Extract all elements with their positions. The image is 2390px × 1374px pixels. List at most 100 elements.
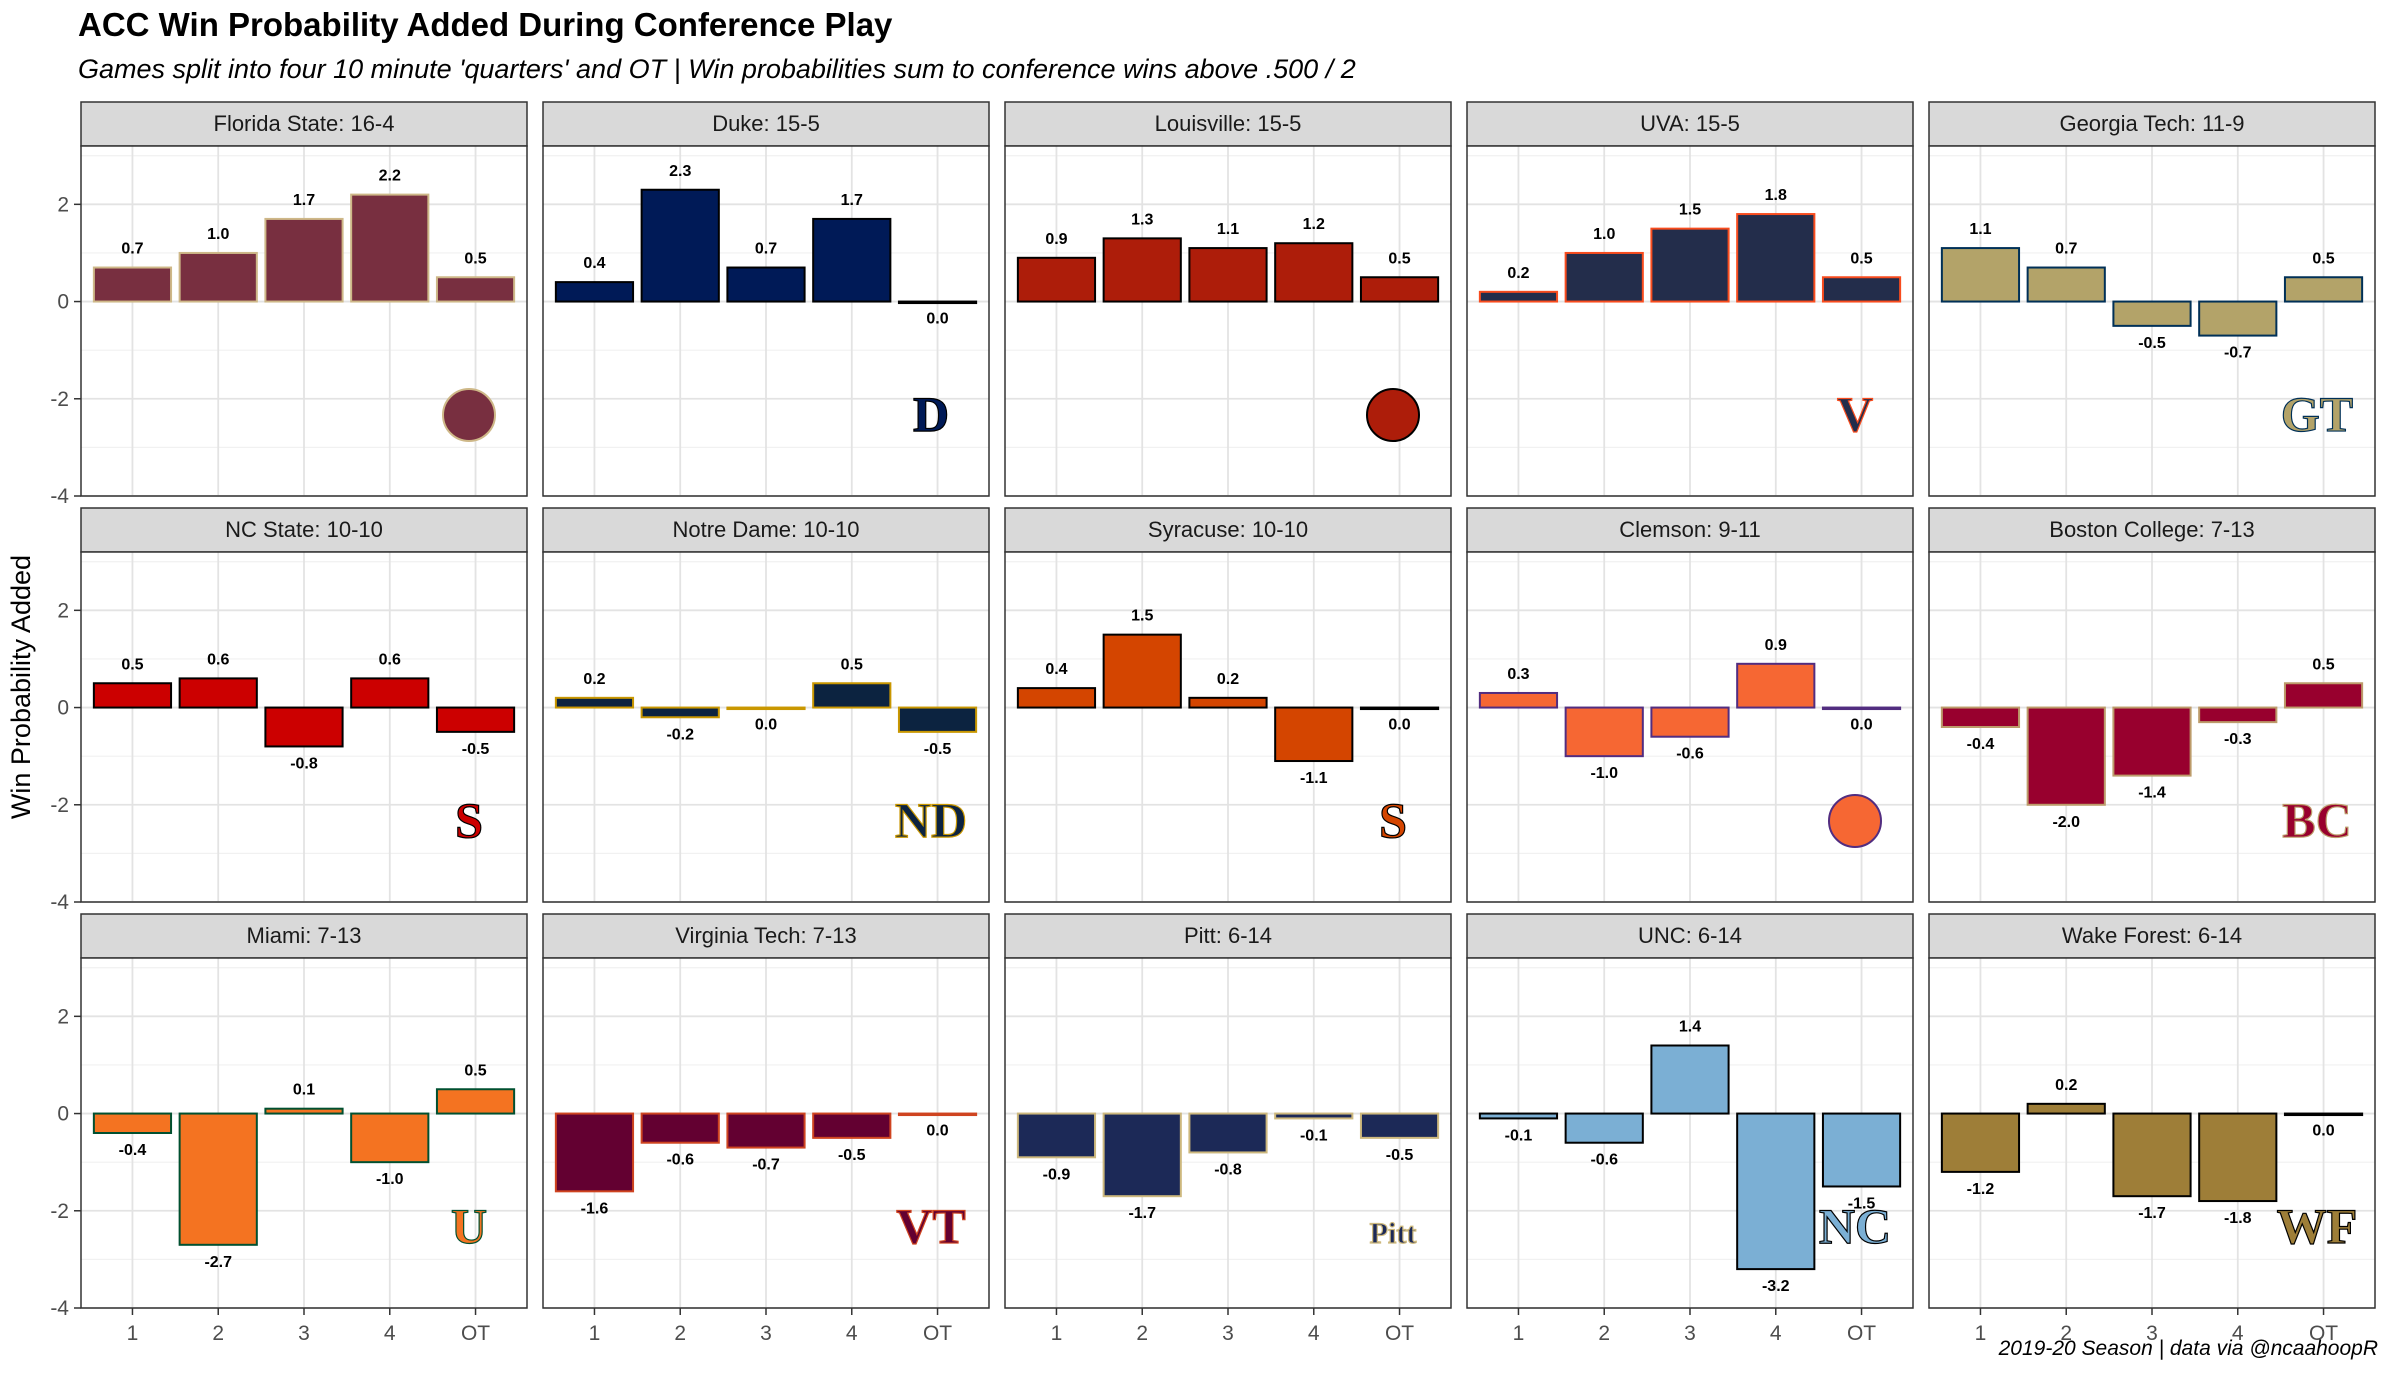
facet-strip-label: UNC: 6-14 bbox=[1638, 923, 1742, 948]
data-label: -1.4 bbox=[2138, 785, 2166, 802]
ncstate-s-logo: S bbox=[455, 792, 483, 848]
data-label: -2.0 bbox=[2052, 814, 2080, 831]
bar bbox=[897, 1112, 978, 1117]
data-label: 0.7 bbox=[121, 241, 143, 258]
x-tick-label: OT bbox=[1385, 1322, 1414, 1345]
bar bbox=[1359, 276, 1440, 303]
data-label: 0.5 bbox=[121, 656, 143, 673]
x-tick-label: OT bbox=[461, 1322, 490, 1345]
bar bbox=[1821, 276, 1902, 303]
data-label: -0.5 bbox=[462, 741, 490, 758]
nd-logo: ND bbox=[895, 792, 967, 848]
x-tick-label: 4 bbox=[846, 1322, 858, 1345]
panel-border bbox=[1928, 551, 2376, 903]
x-tick-label: OT bbox=[2309, 1322, 2338, 1345]
chart-subtitle: Games split into four 10 minute 'quarter… bbox=[78, 54, 1356, 84]
bar bbox=[435, 706, 516, 733]
data-label: -1.7 bbox=[2138, 1205, 2166, 1222]
y-tick-label: -4 bbox=[50, 485, 69, 508]
data-label: -1.6 bbox=[581, 1200, 609, 1217]
bar bbox=[1650, 1044, 1730, 1115]
y-tick-label: -4 bbox=[50, 891, 69, 914]
data-label: -1.1 bbox=[1300, 770, 1328, 787]
panel-border bbox=[80, 551, 528, 903]
bar bbox=[1274, 242, 1354, 303]
bar bbox=[726, 1112, 806, 1149]
bar bbox=[897, 300, 978, 305]
data-label: -0.6 bbox=[1676, 746, 1704, 763]
bar bbox=[554, 696, 635, 709]
x-tick-label: 1 bbox=[1975, 1322, 1987, 1345]
data-label: 0.5 bbox=[464, 250, 486, 267]
bar bbox=[1102, 237, 1182, 303]
seminole-head-logo bbox=[442, 388, 496, 442]
bar bbox=[2198, 300, 2278, 337]
data-label: 1.8 bbox=[1765, 187, 1787, 204]
x-tick-label: 1 bbox=[589, 1322, 601, 1345]
bar bbox=[2283, 1112, 2364, 1117]
bar bbox=[2198, 1112, 2278, 1203]
bar bbox=[264, 706, 344, 748]
data-label: -1.0 bbox=[376, 1171, 404, 1188]
facet-strip-label: Boston College: 7-13 bbox=[2049, 517, 2254, 542]
wf-logo: WF bbox=[2277, 1198, 2358, 1254]
facet-strip bbox=[542, 507, 990, 553]
chart-title: ACC Win Probability Added During Confere… bbox=[78, 6, 893, 43]
bar bbox=[264, 217, 344, 303]
x-tick-label: 2 bbox=[1136, 1322, 1148, 1345]
facet-strip bbox=[1004, 507, 1452, 553]
bar bbox=[640, 188, 720, 303]
facet-strip bbox=[80, 913, 528, 959]
miami-u-logo: U bbox=[451, 1198, 487, 1254]
bc-logo: BC bbox=[2282, 792, 2351, 848]
bar bbox=[1564, 706, 1644, 758]
data-label: -0.1 bbox=[1300, 1127, 1328, 1144]
data-label: -1.0 bbox=[1590, 765, 1618, 782]
bar bbox=[92, 266, 173, 303]
x-tick-label: OT bbox=[923, 1322, 952, 1345]
facet-strip-label: Notre Dame: 10-10 bbox=[672, 517, 859, 542]
facet-strip-label: Pitt: 6-14 bbox=[1184, 923, 1272, 948]
bar bbox=[1478, 691, 1559, 709]
data-label: -1.2 bbox=[1967, 1181, 1995, 1198]
panel-border bbox=[542, 551, 990, 903]
panel-border bbox=[1466, 551, 1914, 903]
facet-strip bbox=[542, 913, 990, 959]
data-label: -0.2 bbox=[666, 726, 694, 743]
data-label: 2.3 bbox=[669, 163, 691, 180]
data-label: -0.8 bbox=[1214, 1161, 1242, 1178]
bar bbox=[2112, 300, 2192, 327]
panel-border bbox=[80, 145, 528, 497]
data-label: 1.0 bbox=[1593, 226, 1615, 243]
facet-strip-label: Louisville: 15-5 bbox=[1155, 111, 1302, 136]
data-label: -0.5 bbox=[924, 741, 952, 758]
bar bbox=[2026, 266, 2106, 303]
facet-strip-label: Duke: 15-5 bbox=[712, 111, 820, 136]
bar bbox=[92, 1112, 173, 1134]
x-tick-label: 3 bbox=[1222, 1322, 1234, 1345]
pitt-script-logo: Pitt bbox=[1370, 1217, 1417, 1250]
y-tick-label: -2 bbox=[50, 794, 69, 817]
data-label: 1.5 bbox=[1679, 202, 1701, 219]
data-label: -1.7 bbox=[1128, 1205, 1156, 1222]
data-label: -3.2 bbox=[1762, 1278, 1790, 1295]
data-label: 0.4 bbox=[1045, 661, 1067, 678]
bar bbox=[812, 217, 892, 303]
facet-strip bbox=[1466, 507, 1914, 553]
bar bbox=[1016, 687, 1097, 709]
data-label: 1.7 bbox=[841, 192, 863, 209]
data-label: 0.9 bbox=[1045, 231, 1067, 248]
data-label: 0.3 bbox=[1507, 666, 1529, 683]
data-label: 0.1 bbox=[293, 1082, 315, 1099]
data-label: -0.5 bbox=[1386, 1147, 1414, 1164]
y-tick-label: 2 bbox=[57, 1005, 69, 1028]
bar bbox=[1650, 227, 1730, 303]
bar bbox=[350, 677, 430, 709]
data-label: -0.7 bbox=[752, 1157, 780, 1174]
gt-logo: GT bbox=[2281, 386, 2353, 442]
data-label: 0.5 bbox=[841, 656, 863, 673]
bar bbox=[726, 706, 806, 711]
bar bbox=[178, 677, 258, 709]
panel-border bbox=[1466, 145, 1914, 497]
bar bbox=[1564, 1112, 1644, 1144]
